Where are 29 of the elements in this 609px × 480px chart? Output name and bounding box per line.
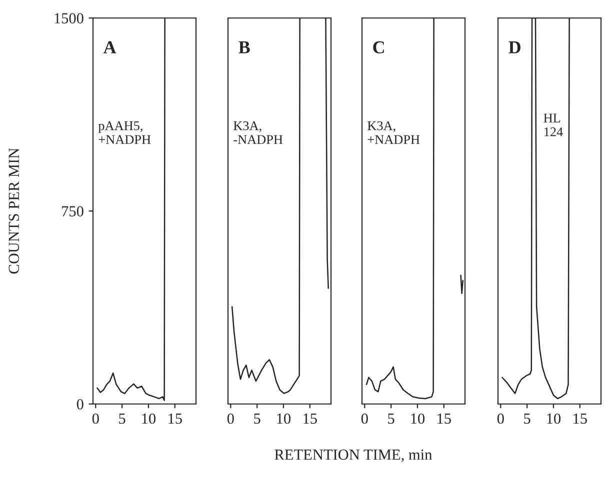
- x-tick-label: 15: [168, 414, 182, 424]
- x-tick-label: 10: [277, 413, 291, 424]
- x-axis-title: RETENTION TIME, min: [274, 450, 432, 462]
- y-axis-title: COUNTS PER MIN: [8, 148, 20, 274]
- annotation: HL 124: [544, 114, 563, 136]
- y-tick-label: 0: [76, 399, 84, 410]
- annotation: pAAH5, +NADPH: [98, 121, 151, 144]
- annotation: K3A, -NADPH: [234, 121, 283, 144]
- x-tick-label: 15: [574, 414, 587, 424]
- annotation: K3A, +NADPH: [368, 121, 420, 144]
- x-tick-label: 0: [227, 413, 234, 424]
- x-tick-label: 5: [388, 414, 394, 424]
- x-tick-label: 15: [304, 414, 317, 424]
- x-tick-label: 5: [119, 414, 126, 424]
- annotation: D: [508, 41, 520, 54]
- x-tick-label: 15: [438, 414, 451, 424]
- x-tick-label: 0: [361, 413, 368, 424]
- x-tick-label: 0: [497, 413, 504, 424]
- annotation: B: [238, 41, 250, 54]
- y-tick-label: 1500: [54, 13, 84, 24]
- x-tick-label: 10: [547, 413, 561, 424]
- x-tick-label: 5: [254, 414, 260, 424]
- x-tick-label: 5: [524, 414, 530, 424]
- annotation: C: [373, 41, 384, 54]
- annotation: A: [103, 41, 116, 54]
- y-tick-label: 750: [62, 206, 84, 216]
- x-tick-label: 0: [92, 413, 99, 424]
- x-tick-label: 10: [411, 413, 425, 424]
- x-tick-label: 10: [142, 413, 156, 424]
